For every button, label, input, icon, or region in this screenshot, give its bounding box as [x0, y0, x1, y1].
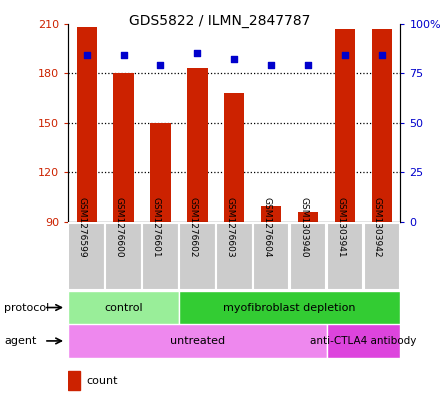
Bar: [114, 73, 134, 222]
Point: [341, 52, 348, 59]
Text: myofibroblast depletion: myofibroblast depletion: [224, 303, 356, 312]
FancyBboxPatch shape: [179, 291, 400, 324]
Point: [120, 52, 127, 59]
Point: [194, 50, 201, 57]
FancyBboxPatch shape: [68, 324, 326, 358]
Point: [157, 62, 164, 68]
Text: GSM1276602: GSM1276602: [188, 197, 198, 258]
Text: GSM1303940: GSM1303940: [299, 197, 308, 258]
Text: GSM1276599: GSM1276599: [77, 197, 87, 258]
Bar: [68, 371, 80, 390]
FancyBboxPatch shape: [142, 223, 179, 290]
FancyBboxPatch shape: [105, 223, 142, 290]
FancyBboxPatch shape: [179, 223, 216, 290]
Text: GSM1276600: GSM1276600: [114, 197, 124, 258]
Text: anti-CTLA4 antibody: anti-CTLA4 antibody: [310, 336, 417, 346]
Text: count: count: [87, 376, 118, 386]
Text: GDS5822 / ILMN_2847787: GDS5822 / ILMN_2847787: [129, 14, 311, 28]
Bar: [224, 93, 245, 222]
Text: protocol: protocol: [4, 303, 50, 312]
Bar: [335, 29, 355, 222]
Text: untreated: untreated: [170, 336, 225, 346]
Text: GSM1303942: GSM1303942: [373, 197, 382, 258]
Point: [83, 52, 90, 59]
Bar: [298, 212, 318, 222]
FancyBboxPatch shape: [68, 223, 105, 290]
Point: [279, 258, 286, 264]
FancyBboxPatch shape: [364, 223, 400, 290]
Text: GSM1303941: GSM1303941: [336, 197, 345, 258]
FancyBboxPatch shape: [326, 324, 400, 358]
Point: [304, 62, 312, 68]
Text: GSM1276604: GSM1276604: [262, 197, 271, 258]
Point: [231, 56, 238, 62]
FancyBboxPatch shape: [68, 291, 179, 324]
Bar: [372, 29, 392, 222]
FancyBboxPatch shape: [216, 223, 253, 290]
Point: [378, 52, 385, 59]
Point: [268, 62, 275, 68]
Text: agent: agent: [4, 336, 37, 346]
Bar: [150, 123, 171, 222]
Text: GSM1276601: GSM1276601: [151, 197, 161, 258]
FancyBboxPatch shape: [327, 223, 363, 290]
FancyBboxPatch shape: [253, 223, 290, 290]
Bar: [261, 206, 281, 222]
Text: control: control: [104, 303, 143, 312]
Text: GSM1276603: GSM1276603: [225, 197, 235, 258]
Bar: [77, 27, 97, 222]
FancyBboxPatch shape: [290, 223, 326, 290]
Bar: [187, 68, 208, 222]
